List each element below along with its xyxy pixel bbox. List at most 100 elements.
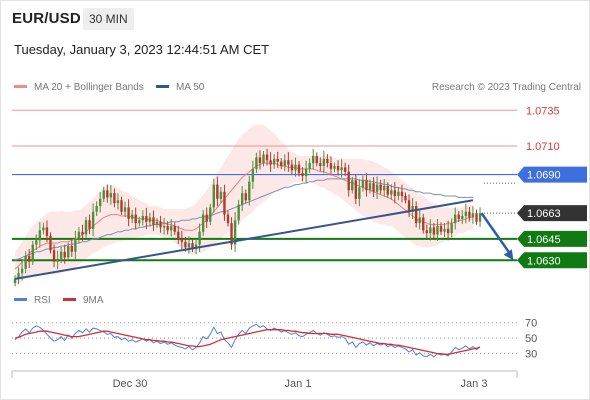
candle-body [329,163,333,169]
candle-body [248,181,251,201]
candle-body [411,206,414,212]
candle-body [375,184,379,192]
ma20-line [14,162,473,270]
candle-body [414,206,418,224]
candle-body [450,223,453,234]
candle-body [418,217,421,224]
support-level-label: 1.0645 [527,234,561,246]
forecast-arrow-shaft [480,212,512,256]
candle-body [322,158,326,166]
legend-label-ma50: MA 50 [176,82,205,93]
candle-body [141,216,144,221]
candle-body [198,231,201,245]
candle-body [91,211,95,229]
price-tags-layer: 1.0735 1.0710 1.0690 1.0663 1.0645 1.0630 [517,105,587,269]
candle-body [45,227,49,236]
bollinger-band-fill [15,124,473,286]
candle-body [130,214,134,219]
legend-swatch-9ma [63,298,76,301]
candle-body [148,217,152,222]
candle-body [113,193,116,204]
candle-body [400,191,404,196]
candle-body [432,227,436,235]
candle-body [422,217,425,231]
candle-body [354,180,357,199]
candle-body [67,246,70,258]
candle-body [304,168,308,176]
timeframe-badge[interactable]: 30 MIN [83,8,134,30]
candle-body [134,214,137,224]
candle-body [166,226,169,231]
candle-body [77,231,81,239]
candle-body [461,216,464,219]
pivot-level-label: 1.0690 [527,170,561,182]
candle-body [365,180,368,191]
candle-body [233,220,237,245]
candle-body [152,217,155,225]
time-tick-label: Jan 1 [285,378,312,390]
rsi-9ma-line [14,329,481,355]
candle-body [471,213,475,218]
candle-body [326,158,329,164]
candle-body [319,163,322,166]
candle-body [170,226,173,231]
candle-body [74,238,77,252]
candle-body [99,198,102,206]
candle-body [205,214,208,222]
candle-body [244,193,247,201]
candle-body [155,221,159,225]
legend-swatch-ma20 [14,85,27,88]
candle-body [35,240,38,245]
candle-body [56,258,59,262]
candle-body [123,207,127,212]
legend-label-9ma: 9MA [83,295,104,306]
candle-body [436,226,439,235]
candle-body [272,158,276,165]
candle-body [162,226,166,228]
candle-body [28,256,31,262]
candle-body [191,243,194,249]
candle-body [397,191,400,196]
copyright-label: Research © 2023 Trading Central [432,82,581,93]
rsi-tick-label: 70 [525,318,537,330]
time-tick-label: Dec 30 [113,378,148,390]
candle-body [180,238,184,242]
candle-body [297,164,301,174]
candle-body [88,220,91,229]
candle-body [223,191,226,215]
candle-body [383,186,386,191]
bollinger-band-layer [15,124,473,286]
last-price-label: 1.0663 [527,208,561,220]
candle-body [138,220,141,224]
support-level-label: 1.0630 [527,255,561,267]
candle-body [283,160,286,166]
candle-body [219,191,223,199]
candle-body [120,200,123,212]
candle-body [368,183,372,191]
candle-body [237,204,240,221]
candle-body [439,226,443,232]
candle-body [81,231,84,235]
candle-body [361,180,365,188]
candle-body [404,196,407,201]
candle-body [42,227,45,231]
candle-body [265,154,269,161]
candle-body [241,193,244,205]
candle-body [301,173,304,176]
candle-body [386,186,389,195]
candle-body [209,207,212,222]
candle-body [425,230,428,234]
symbol-title: EUR/USD [12,10,81,27]
candle-body [294,164,297,171]
candle-body [173,226,176,232]
time-axis: Dec 30 Jan 1 Jan 3 [11,370,518,390]
resistance-level-label: 1.0735 [526,105,560,117]
candle-body [106,190,109,198]
last-price-tag [517,205,587,222]
candle-body [280,161,283,166]
candle-body [177,231,180,239]
candle-body [187,243,191,248]
candle-body [351,180,354,191]
candle-body [446,228,450,234]
